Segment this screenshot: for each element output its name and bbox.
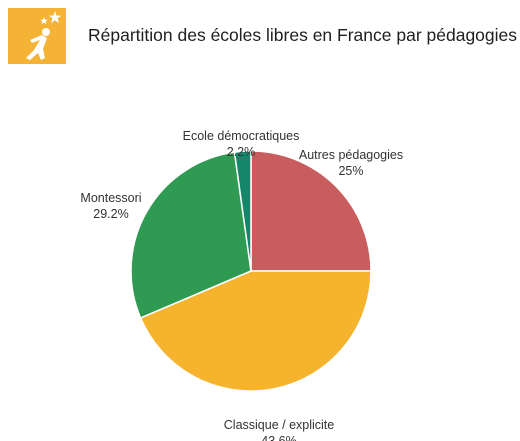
slice-value-label: 43.6% (261, 434, 296, 441)
pie-slice-ecole-d-mocratiques (233, 150, 252, 272)
slice-name-label: Ecole démocratiques (183, 129, 300, 143)
pie-slice-montessori (130, 151, 252, 319)
pie-slice-autres-p-dagogies (250, 150, 372, 272)
chart-title: Répartition des écoles libres en France … (88, 25, 518, 45)
pie-slices (130, 150, 372, 392)
slice-value-label: 29.2% (93, 207, 128, 221)
slice-name-label: Autres pédagogies (299, 148, 403, 162)
logo (8, 8, 66, 64)
slice-value-label: 25% (338, 164, 363, 178)
logo-child-head (42, 28, 50, 36)
logo-child-body (26, 35, 47, 60)
slice-name-label: Classique / explicite (224, 418, 335, 432)
pie-labels: Autres pédagogies 25% Classique / explicit… (80, 129, 403, 441)
logo-star-small (40, 17, 48, 25)
star-child-logo-icon (8, 8, 66, 64)
logo-star-large (48, 11, 62, 23)
slice-name-label: Montessori (80, 191, 141, 205)
slice-value-label: 2.2% (227, 145, 256, 159)
pie-slice-classique-explicite (139, 270, 372, 392)
